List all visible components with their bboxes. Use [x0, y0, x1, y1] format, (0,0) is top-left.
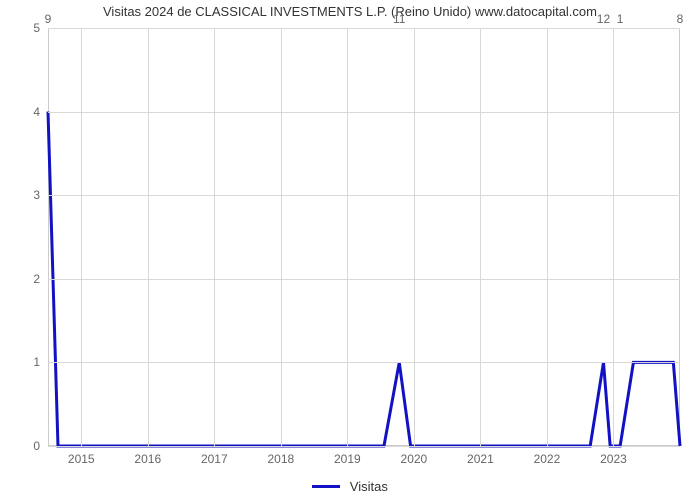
x-tick-label: 2020: [401, 446, 428, 466]
series-line: [48, 28, 680, 446]
top-axis-label: 9: [45, 12, 52, 28]
gridline-horizontal: [48, 279, 680, 280]
x-tick-label: 2015: [68, 446, 95, 466]
gridline-vertical: [214, 28, 215, 446]
gridline-horizontal: [48, 28, 680, 29]
x-tick-label: 2019: [334, 446, 361, 466]
x-tick-label: 2017: [201, 446, 228, 466]
legend-swatch: [312, 485, 340, 488]
x-tick-label: 2022: [534, 446, 561, 466]
top-axis-label: 8: [677, 12, 684, 28]
y-tick-label: 0: [33, 439, 48, 453]
gridline-vertical: [81, 28, 82, 446]
x-tick-label: 2023: [600, 446, 627, 466]
gridline-vertical: [347, 28, 348, 446]
gridline-vertical: [414, 28, 415, 446]
legend-label: Visitas: [350, 479, 388, 494]
x-tick-label: 2018: [267, 446, 294, 466]
top-axis-label: 1: [617, 12, 624, 28]
top-axis-label: 11: [393, 12, 405, 28]
gridline-vertical: [148, 28, 149, 446]
gridline-vertical: [281, 28, 282, 446]
gridline-vertical: [480, 28, 481, 446]
y-tick-label: 4: [33, 105, 48, 119]
x-tick-label: 2021: [467, 446, 494, 466]
gridline-horizontal: [48, 195, 680, 196]
gridline-horizontal: [48, 362, 680, 363]
x-tick-label: 2016: [134, 446, 161, 466]
legend: Visitas: [0, 478, 700, 494]
y-tick-label: 2: [33, 272, 48, 286]
y-tick-label: 1: [33, 355, 48, 369]
top-axis-label: 12: [597, 12, 610, 28]
plot-area: 2015201620172018201920202021202220230123…: [48, 28, 680, 446]
y-tick-label: 3: [33, 188, 48, 202]
chart-title: Visitas 2024 de CLASSICAL INVESTMENTS L.…: [0, 4, 700, 19]
gridline-horizontal: [48, 112, 680, 113]
gridline-vertical: [613, 28, 614, 446]
gridline-vertical: [547, 28, 548, 446]
gridline-horizontal: [48, 446, 680, 447]
